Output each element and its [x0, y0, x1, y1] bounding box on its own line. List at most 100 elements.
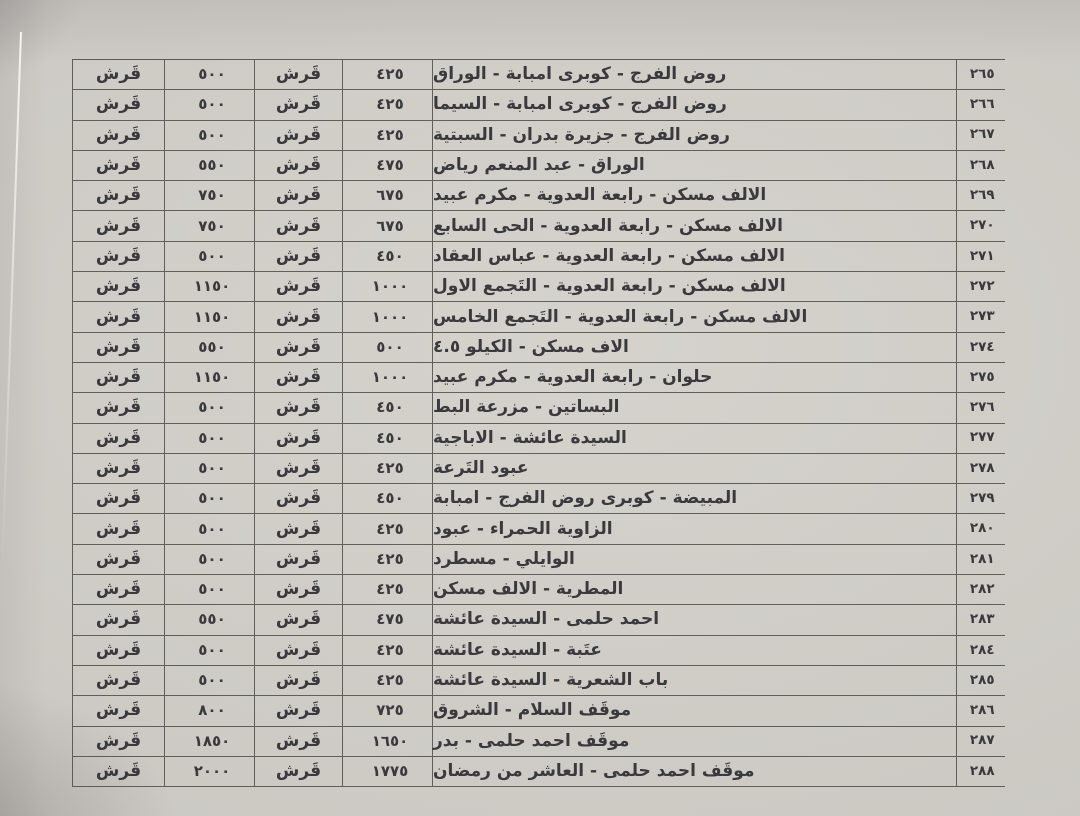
unit-1-cell: قَرش [255, 90, 343, 120]
value-2-cell: ٥٠٠ [165, 665, 255, 696]
row-number-cell: ٢٨٤ [969, 641, 995, 658]
unit-1-cell: قَرش [255, 302, 343, 332]
route-name-cell: الزاوية الحمراء - عبود [433, 514, 957, 544]
value-2-cell: ٥٠٠ [165, 60, 255, 90]
route-name-cell: باب الشعرية - السيدة عائشة [433, 665, 957, 696]
route-name-cell: الالف مسكن - رابعة العدوية - الحى السابع [433, 211, 957, 241]
value-2-cell: ٧٥٠ [165, 211, 255, 241]
value-2-cell: ٥٠٠ [165, 575, 255, 605]
value-1-cell: ٤٢٥ [343, 575, 433, 605]
route-name-cell: السيدة عائشة - الاباجية [433, 423, 957, 453]
table-row: قَرش ٥٥٠ قَرش ٤٧٥ احمد حلمى - السيدة عائ… [72, 605, 1005, 636]
table-row: قَرش ٥٠٠ قَرش ٤٢٥ المطرية - الالف مسكن ٢… [72, 575, 1005, 606]
unit-2-cell: قَرش [72, 575, 165, 605]
unit-1-cell: قَرش [255, 332, 343, 362]
table-row: قَرش ٥٠٠ قَرش ٤٢٥ عبود التَرعة ٢٧٨ [72, 453, 1005, 485]
value-1-cell: ٤٧٥ [343, 150, 433, 181]
route-name-cell: احمد حلمى - السيدة عائشة [433, 605, 957, 635]
unit-1-cell: قَرش [255, 484, 343, 514]
unit-1-cell: قَرش [255, 272, 343, 302]
value-1-cell: ١٠٠٠ [343, 362, 433, 393]
table-row: قَرش ١٨٥٠ قَرش ١٦٥٠ موقَف احمد حلمى - بد… [72, 726, 1005, 757]
value-1-cell: ٤٥٠ [343, 423, 433, 453]
route-name-cell: الالف مسكن - رابعة العدوية - عباس العقاد [433, 241, 957, 272]
value-1-cell: ٤٢٥ [343, 453, 433, 484]
route-name-cell: الاف مسكن - الكيلو ٤.٥ [433, 332, 957, 362]
value-2-cell: ١١٥٠ [165, 272, 255, 302]
table-row: قَرش ١١٥٠ قَرش ١٠٠٠ حلوان - رابعة العدوي… [72, 362, 1005, 394]
row-number-cell: ٢٧١ [969, 247, 995, 264]
route-name-cell: المطرية - الالف مسكن [433, 575, 957, 605]
unit-1-cell: قَرش [255, 756, 343, 787]
value-1-cell: ٤٥٠ [343, 393, 433, 423]
value-1-cell: ٤٢٥ [343, 665, 433, 696]
unit-2-cell: قَرش [72, 635, 165, 665]
paper-edge-crease [1, 31, 22, 572]
route-name-cell: موقَف السلام - الشروق [433, 696, 957, 726]
unit-1-cell: قَرش [255, 635, 343, 665]
unit-1-cell: قَرش [255, 514, 343, 544]
unit-2-cell: قَرش [72, 60, 165, 90]
row-number-cell: ٢٨٥ [969, 671, 995, 688]
unit-1-cell: قَرش [255, 423, 343, 453]
route-name-cell: الالف مسكن - رابعة العدوية - التَجمع الا… [433, 272, 957, 302]
value-1-cell: ٤٥٠ [343, 241, 433, 272]
row-number-cell: ٢٦٨ [969, 156, 995, 173]
unit-2-cell: قَرش [72, 241, 165, 272]
route-name-cell: البساتين - مزرعة البط [433, 393, 957, 423]
row-number-cell: ٢٦٧ [969, 126, 995, 143]
unit-1-cell: قَرش [255, 544, 343, 575]
row-number-cell: ٢٦٦ [969, 96, 995, 113]
unit-2-cell: قَرش [72, 605, 165, 635]
row-number-cell: ٢٨٨ [969, 762, 995, 779]
value-1-cell: ١٧٧٥ [343, 756, 433, 787]
value-1-cell: ٤٢٥ [343, 635, 433, 665]
value-2-cell: ٥٠٠ [165, 484, 255, 514]
value-2-cell: ٥٥٠ [165, 605, 255, 635]
row-number-cell: ٢٦٥ [969, 65, 995, 82]
unit-2-cell: قَرش [72, 696, 165, 726]
unit-1-cell: قَرش [255, 453, 343, 484]
table-row: قَرش ٥٠٠ قَرش ٤٥٠ المبيضة - كوبرى روض ال… [72, 484, 1005, 515]
value-1-cell: ٤٢٥ [343, 60, 433, 90]
route-name-cell: روض الفرج - كوبرى امبابة - السيما [433, 90, 957, 120]
value-2-cell: ٥٥٠ [165, 332, 255, 362]
table-row: قَرش ٢٠٠٠ قَرش ١٧٧٥ موقَف احمد حلمى - ال… [72, 756, 1005, 788]
unit-2-cell: قَرش [72, 211, 165, 241]
unit-2-cell: قَرش [72, 756, 165, 787]
table-row: قَرش ٥٠٠ قَرش ٤٢٥ باب الشعرية - السيدة ع… [72, 665, 1005, 697]
value-2-cell: ٥٠٠ [165, 423, 255, 453]
value-2-cell: ٥٠٠ [165, 241, 255, 272]
unit-1-cell: قَرش [255, 60, 343, 90]
row-number-cell: ٢٨١ [969, 550, 995, 567]
route-name-cell: موقَف احمد حلمى - بدر [433, 726, 957, 756]
route-name-cell: الوراق - عبد المنعم رياض [433, 150, 957, 181]
unit-1-cell: قَرش [255, 362, 343, 393]
table-row: قَرش ٥٠٠ قَرش ٤٢٥ عتَبة - السيدة عائشة ٢… [72, 635, 1005, 666]
value-1-cell: ٤٢٥ [343, 90, 433, 120]
route-name-cell: موقَف احمد حلمى - العاشر من رمضان [433, 756, 957, 787]
route-name-cell: روض الفرج - كوبرى امبابة - الوراق [433, 60, 957, 90]
value-1-cell: ٧٢٥ [343, 696, 433, 726]
table-row: قَرش ١١٥٠ قَرش ١٠٠٠ الالف مسكن - رابعة ا… [72, 302, 1005, 333]
table-row: قَرش ٥٠٠ قَرش ٤٢٥ الوايلي - مسطرد ٢٨١ [72, 544, 1005, 576]
row-number-cell: ٢٨٧ [969, 732, 995, 749]
table-row: قَرش ٥٥٠ قَرش ٤٧٥ الوراق - عبد المنعم ري… [72, 150, 1005, 182]
unit-1-cell: قَرش [255, 150, 343, 181]
row-number-cell: ٢٧٠ [969, 217, 995, 234]
route-name-cell: عبود التَرعة [433, 453, 957, 484]
value-1-cell: ٤٥٠ [343, 484, 433, 514]
value-1-cell: ٤٢٥ [343, 514, 433, 544]
unit-1-cell: قَرش [255, 120, 343, 150]
value-1-cell: ٥٠٠ [343, 332, 433, 362]
value-2-cell: ٥٠٠ [165, 635, 255, 665]
table-row: قَرش ٥٠٠ قَرش ٤٥٠ السيدة عائشة - الاباجي… [72, 423, 1005, 454]
route-name-cell: المبيضة - كوبرى روض الفرج - امبابة [433, 484, 957, 514]
value-2-cell: ٥٠٠ [165, 393, 255, 423]
unit-2-cell: قَرش [72, 302, 165, 332]
table-row: قَرش ٥٠٠ قَرش ٤٥٠ البساتين - مزرعة البط … [72, 393, 1005, 424]
unit-2-cell: قَرش [72, 272, 165, 302]
row-number-cell: ٢٧٢ [969, 277, 995, 294]
unit-2-cell: قَرش [72, 181, 165, 211]
row-number-cell: ٢٧٩ [969, 490, 995, 507]
